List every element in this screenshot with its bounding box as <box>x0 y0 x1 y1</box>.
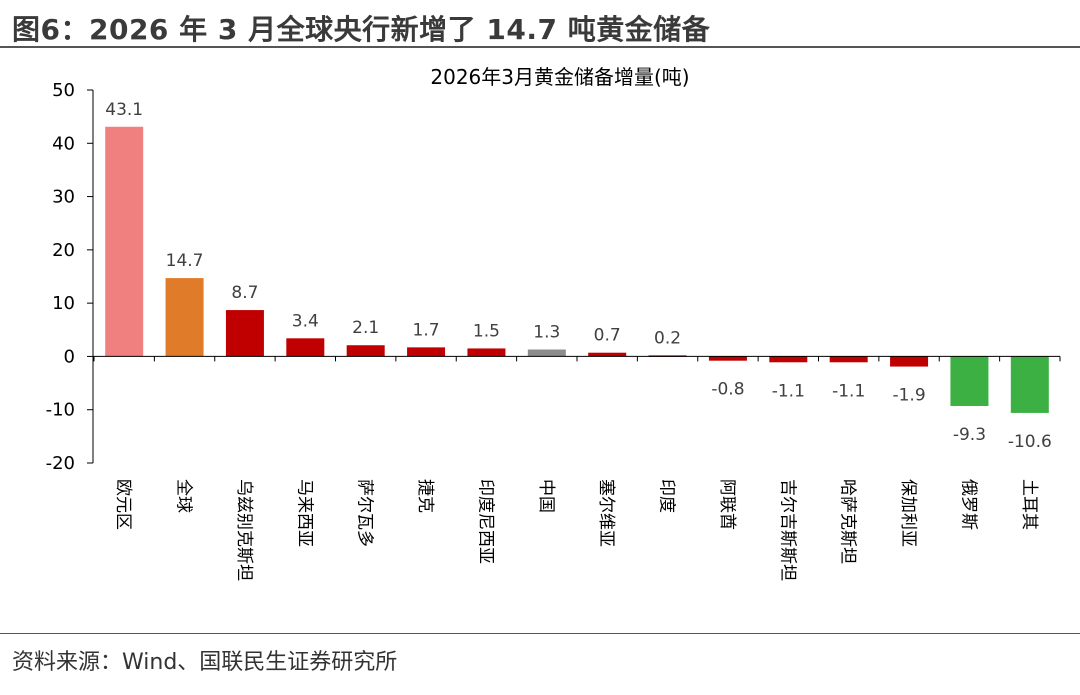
data-label: 0.2 <box>654 328 681 348</box>
bar <box>286 338 325 357</box>
bar <box>105 126 144 357</box>
data-label: 14.7 <box>166 251 204 271</box>
y-tick-label: -10 <box>46 400 75 421</box>
data-label: -9.3 <box>953 425 986 445</box>
data-label: 8.7 <box>231 283 258 303</box>
top-divider <box>0 46 1080 48</box>
y-tick-label: -20 <box>46 453 75 474</box>
source-note: 资料来源：Wind、国联民生证券研究所 <box>12 650 398 675</box>
bar <box>407 347 446 357</box>
category-labels: 欧元区 全球 乌兹别克斯坦 马来西亚 萨尔瓦多 捷克 印度尼西亚 中国 塞尔维亚 印度 阿联酋 吉尔吉… <box>113 479 1039 581</box>
bar <box>467 348 506 357</box>
category-label: 捷克 <box>415 479 435 513</box>
y-tick-label: 30 <box>52 187 75 208</box>
bar <box>829 356 868 363</box>
data-label: 1.5 <box>473 321 500 341</box>
category-label: 塞尔维亚 <box>596 479 616 547</box>
bar <box>588 352 627 357</box>
category-label: 中国 <box>536 479 556 513</box>
data-label: -0.8 <box>711 380 744 400</box>
data-label: 43.1 <box>105 100 143 120</box>
category-label: 欧元区 <box>113 479 133 530</box>
figure-title: 图6：2026 年 3 月全球央行新增了 14.7 吨黄金储备 <box>12 13 711 46</box>
bottom-divider <box>0 633 1080 634</box>
data-label: -1.9 <box>892 386 925 406</box>
data-label: -10.6 <box>1008 432 1052 452</box>
category-label: 印度尼西亚 <box>475 479 495 564</box>
data-label: 0.7 <box>594 326 621 346</box>
chart-title: 2026年3月黄金储备增量(吨) <box>430 65 689 89</box>
data-label: 1.3 <box>533 323 560 343</box>
category-label: 全球 <box>174 479 194 513</box>
category-label: 阿联酋 <box>717 479 737 530</box>
data-label: 3.4 <box>292 311 319 331</box>
category-label: 萨尔瓦多 <box>355 479 375 547</box>
bar <box>1010 356 1049 413</box>
category-label: 保加利亚 <box>898 479 918 547</box>
bar <box>225 310 264 357</box>
bar-chart: 2026年3月黄金储备增量(吨) -20 -10 0 10 20 30 40 50 43.1 1… <box>46 65 1061 581</box>
category-label: 土耳其 <box>1019 479 1039 530</box>
y-tick-label: 10 <box>52 293 75 314</box>
category-label: 哈萨克斯坦 <box>838 479 858 564</box>
category-label: 俄罗斯 <box>958 479 978 530</box>
bar <box>890 356 929 367</box>
data-label: 1.7 <box>413 320 440 340</box>
x-axis <box>93 355 1061 362</box>
bar <box>769 356 808 363</box>
category-label: 吉尔吉斯斯坦 <box>777 479 797 581</box>
data-label: -1.1 <box>832 381 865 401</box>
category-label: 乌兹别克斯坦 <box>234 479 254 581</box>
y-axis: -20 -10 0 10 20 30 40 50 <box>46 80 94 474</box>
bar-series <box>105 126 1049 413</box>
data-label: 2.1 <box>352 318 379 338</box>
y-tick-label: 0 <box>64 346 75 367</box>
data-label: -1.1 <box>772 381 805 401</box>
bar <box>950 356 989 406</box>
category-label: 马来西亚 <box>294 479 314 547</box>
bar <box>708 356 747 361</box>
y-tick-label: 20 <box>52 240 75 261</box>
bar <box>527 349 566 357</box>
bar <box>346 345 385 357</box>
y-tick-label: 50 <box>52 80 75 101</box>
y-tick-label: 40 <box>52 133 75 154</box>
bar <box>165 278 204 357</box>
value-labels: 43.1 14.7 8.7 3.4 2.1 1.7 1.5 1.3 0.7 0.2 -0.8 -1.1… <box>105 100 1052 452</box>
category-label: 印度 <box>657 479 677 513</box>
